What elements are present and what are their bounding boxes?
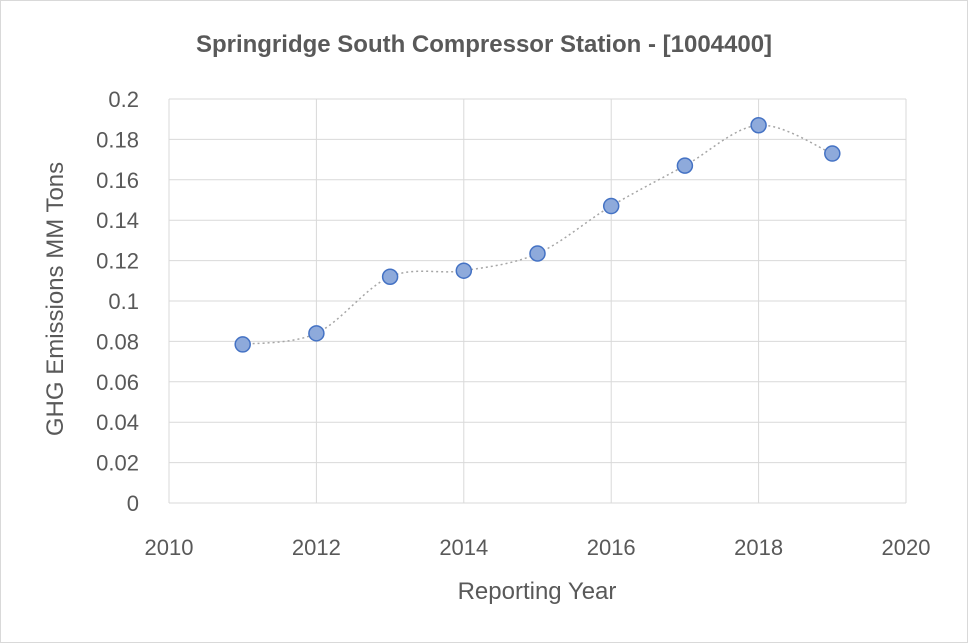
data-point	[824, 145, 841, 162]
data-point	[676, 157, 694, 174]
y-tick-label: 0.12	[96, 249, 139, 274]
x-tick-label: 2020	[882, 535, 931, 560]
y-tick-label: 0	[127, 491, 139, 516]
y-tick-label: 0.16	[96, 168, 139, 193]
y-tick-label: 0.06	[96, 370, 139, 395]
y-tick-label: 0.18	[96, 127, 139, 152]
x-tick-labels: 2010 2012 2014 2016 2018 2020	[145, 535, 931, 560]
y-tick-label: 0.02	[96, 451, 139, 476]
data-point	[381, 268, 399, 286]
series-line	[242, 124, 833, 346]
data-point	[455, 262, 473, 279]
data-points	[234, 117, 841, 353]
data-point	[602, 197, 620, 215]
x-tick-label: 2010	[145, 535, 194, 560]
y-tick-label: 0.08	[96, 329, 139, 354]
x-axis-label: Reporting Year	[458, 578, 617, 605]
x-tick-label: 2016	[587, 535, 636, 560]
data-point	[234, 336, 251, 353]
y-tick-label: 0.2	[108, 87, 139, 112]
y-axis-label: GHG Emissions MM Tons	[42, 162, 69, 436]
chart-title: Springridge South Compressor Station - […	[196, 31, 772, 58]
x-tick-label: 2012	[292, 535, 341, 560]
data-point	[308, 325, 325, 342]
y-tick-labels: 0 0.02 0.04 0.06 0.08 0.1 0.12 0.14 0.16 0.18 0.2	[96, 87, 139, 516]
x-tick-label: 2014	[439, 535, 488, 560]
x-tick-label: 2018	[734, 535, 783, 560]
grid	[168, 98, 907, 504]
data-point	[750, 117, 767, 134]
y-tick-label: 0.14	[96, 208, 139, 233]
data-point	[529, 245, 546, 262]
y-tick-label: 0.04	[96, 410, 139, 435]
y-tick-label: 0.1	[108, 289, 139, 314]
